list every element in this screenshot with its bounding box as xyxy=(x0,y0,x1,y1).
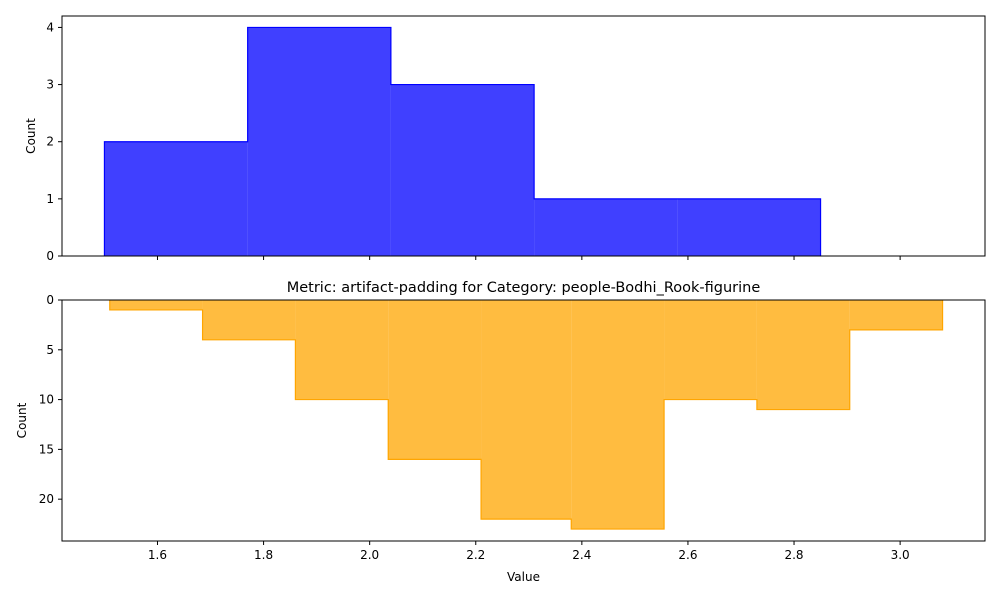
histogram-bar xyxy=(202,300,296,340)
histogram-step-outline xyxy=(109,300,944,530)
y-tick-label: 10 xyxy=(39,393,54,407)
x-tick-label: 1.8 xyxy=(254,548,273,562)
x-tick-label: 3.0 xyxy=(891,548,910,562)
histogram-bar xyxy=(104,141,248,256)
x-tick-label: 2.2 xyxy=(466,548,485,562)
chart-title: Metric: artifact-padding for Category: p… xyxy=(287,280,761,296)
histogram-bar xyxy=(849,300,943,330)
y-tick-label: 0 xyxy=(46,249,54,263)
top-histogram-panel: 0 1 2 3 4 Count xyxy=(24,15,986,263)
histogram-bar xyxy=(756,300,850,410)
x-tick-label: 2.6 xyxy=(678,548,697,562)
histogram-bar xyxy=(571,300,665,530)
histogram-bar xyxy=(295,300,389,400)
y-tick-label: 15 xyxy=(39,442,54,456)
histogram-step-outline xyxy=(103,26,822,256)
y-tick-label: 3 xyxy=(46,78,54,92)
y-tick-label: 0 xyxy=(46,293,54,307)
axes-frame xyxy=(61,15,986,257)
histogram-bar xyxy=(534,198,678,256)
histogram-bar xyxy=(390,84,535,256)
x-tick-label: 2.8 xyxy=(784,548,803,562)
x-tick-label: 1.6 xyxy=(148,548,167,562)
histogram-bar xyxy=(388,300,482,460)
y-tick-label: 4 xyxy=(46,20,54,34)
x-tick-label: 2.0 xyxy=(360,548,379,562)
y-axis-label: Count xyxy=(24,118,38,154)
y-axis-label: Count xyxy=(15,402,29,438)
histogram-bar xyxy=(481,300,572,520)
y-tick-label: 1 xyxy=(46,192,54,206)
axes-frame xyxy=(61,299,986,542)
y-tick-label: 2 xyxy=(46,135,54,149)
histogram-bar xyxy=(677,198,821,256)
histogram-bar xyxy=(109,300,203,310)
x-axis-label: Value xyxy=(507,570,540,584)
y-tick-label: 5 xyxy=(46,343,54,357)
histogram-bar xyxy=(247,27,391,256)
x-tick-label: 2.4 xyxy=(572,548,591,562)
y-tick-label: 20 xyxy=(39,492,54,506)
bottom-histogram-panel: 0 5 10 15 20 1.6 1.8 2.0 2.2 2.4 2.6 2.8 3.0 Count Val… xyxy=(15,280,986,584)
histogram-bar xyxy=(664,300,757,400)
